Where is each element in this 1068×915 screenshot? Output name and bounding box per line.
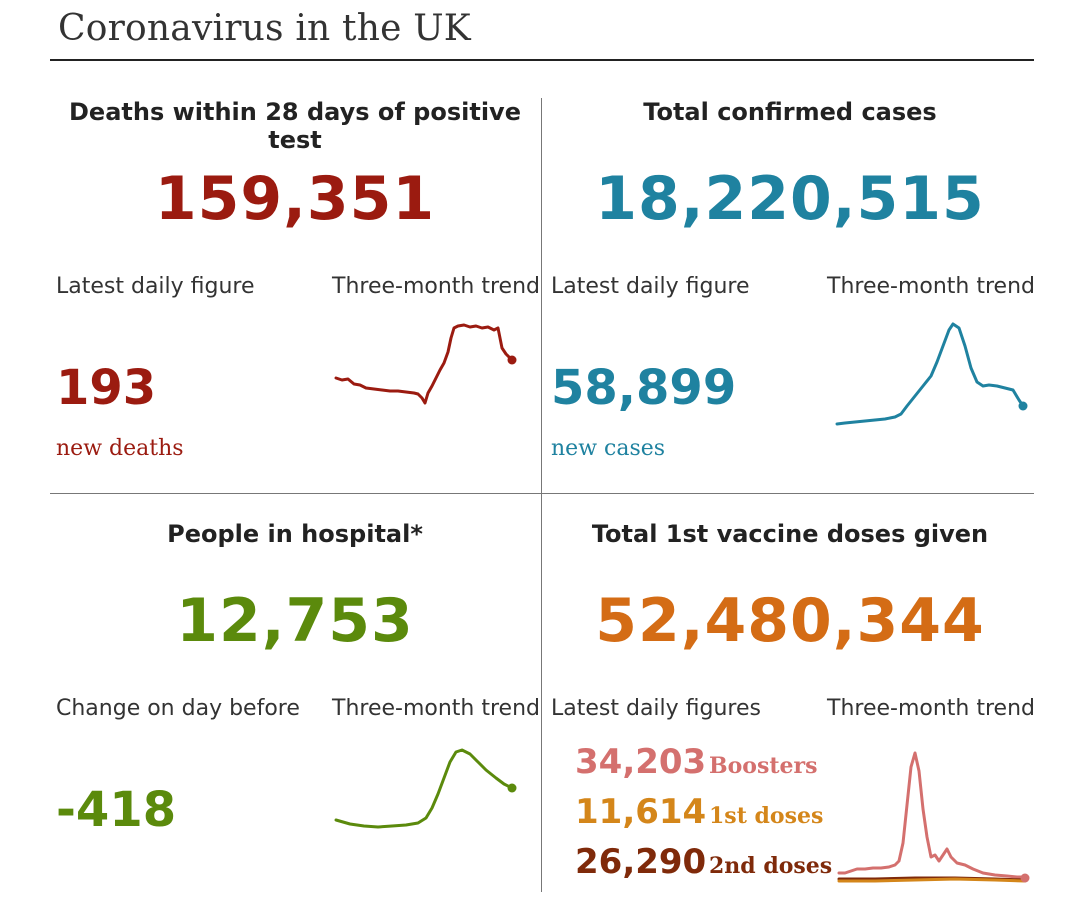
deaths-latest-label: Latest daily figure [56, 274, 255, 299]
hospital-panel: People in hospital* 12,753 Change on day… [50, 520, 540, 915]
deaths-panel: Deaths within 28 days of positive test 1… [50, 98, 540, 493]
cases-latest-value: 58,899 [551, 360, 737, 416]
cases-panel: Total confirmed cases 18,220,515 Latest … [545, 98, 1035, 493]
first-doses-value: 11,614 [575, 792, 707, 832]
cases-latest-label: Latest daily figure [551, 274, 750, 299]
deaths-trend-label: Three-month trend [332, 274, 540, 299]
first-doses-label: 1st doses [709, 803, 824, 829]
deaths-sub-label: new deaths [56, 436, 184, 461]
hospital-latest-label: Change on day before [56, 696, 300, 721]
hospital-title: People in hospital* [167, 520, 423, 548]
horizontal-divider [50, 493, 1034, 494]
vaccine-total: 52,480,344 [595, 586, 985, 656]
second-doses-label: 2nd doses [709, 853, 833, 879]
cases-sub-label: new cases [551, 436, 666, 461]
deaths-latest-value: 193 [56, 360, 157, 416]
cases-title: Total confirmed cases [643, 98, 937, 126]
vertical-divider [541, 98, 542, 892]
boosters-label: Boosters [709, 753, 818, 779]
hospital-trend-label: Three-month trend [332, 696, 540, 721]
deaths-total: 159,351 [154, 164, 436, 234]
second-doses-row: 26,290 2nd doses [575, 842, 832, 886]
vaccine-title: Total 1st vaccine doses given [591, 520, 989, 548]
second-doses-value: 26,290 [575, 842, 707, 882]
first-doses-row: 11,614 1st doses [575, 792, 823, 836]
vaccine-trend-label: Three-month trend [827, 696, 1035, 721]
hospital-latest-value: -418 [56, 782, 177, 838]
vaccine-panel: Total 1st vaccine doses given 52,480,344… [545, 520, 1035, 915]
hospital-total: 12,753 [176, 586, 414, 656]
page-title: Coronavirus in the UK [58, 8, 471, 49]
cases-trend-label: Three-month trend [827, 274, 1035, 299]
hospital-trend-sparkline [334, 748, 517, 829]
deaths-trend-sparkline [334, 323, 517, 405]
cases-total: 18,220,515 [595, 164, 985, 234]
deaths-title: Deaths within 28 days of positive test [69, 98, 521, 154]
boosters-row: 34,203 Boosters [575, 742, 817, 786]
vaccine-latest-label: Latest daily figures [551, 696, 761, 721]
title-divider [50, 59, 1034, 61]
cases-trend-sparkline [835, 322, 1028, 426]
vaccine-trend-sparkline [837, 751, 1030, 883]
boosters-value: 34,203 [575, 742, 707, 782]
